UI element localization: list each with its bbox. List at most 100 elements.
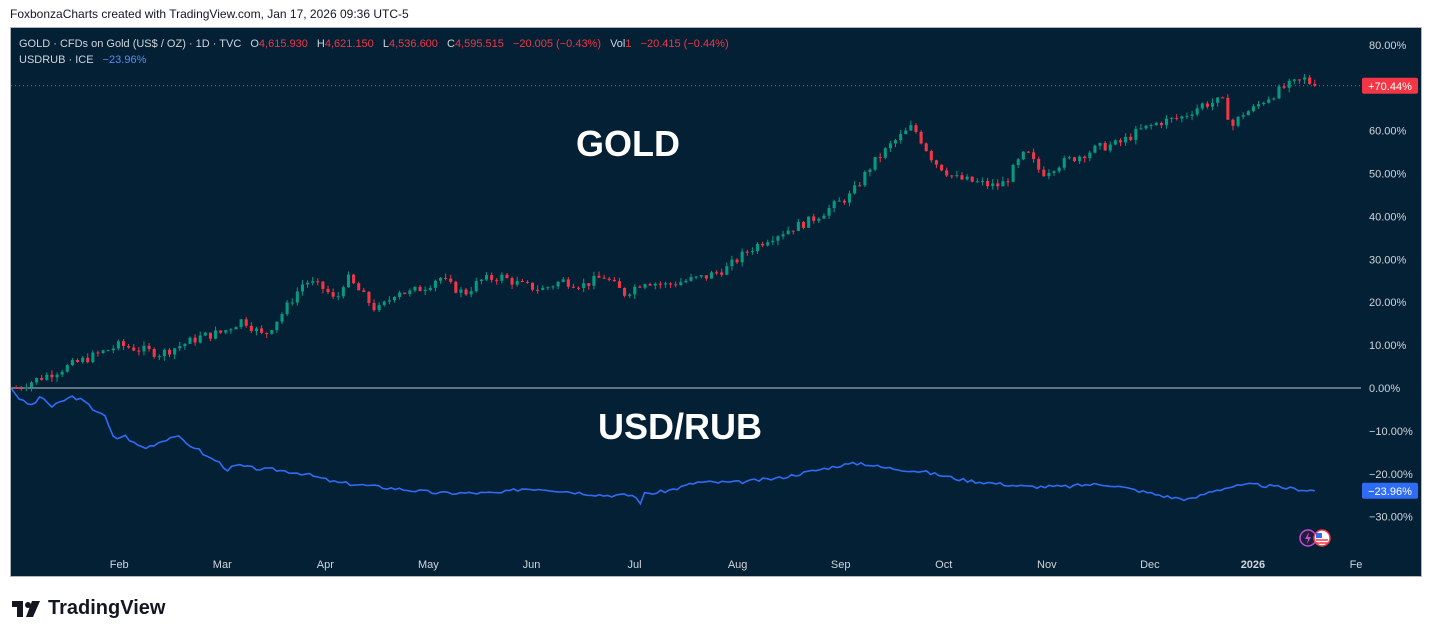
gold-candle bbox=[479, 279, 483, 282]
gold-candle bbox=[894, 140, 898, 144]
gold-candle bbox=[950, 175, 954, 177]
gold-candle bbox=[1103, 142, 1107, 151]
gold-candle bbox=[300, 284, 304, 292]
gold-candle bbox=[888, 143, 892, 149]
gold-candle bbox=[730, 259, 734, 267]
gold-candle bbox=[929, 151, 933, 161]
gold-candle bbox=[413, 286, 417, 291]
gold-candle bbox=[1047, 172, 1051, 177]
gold-candle bbox=[316, 281, 320, 283]
tradingview-brand[interactable]: TradingView bbox=[12, 597, 165, 620]
gold-candle bbox=[249, 325, 253, 332]
gold-candle bbox=[444, 278, 448, 280]
chart-area[interactable]: 80.00%70.00%60.00%50.00%40.00%30.00%20.0… bbox=[10, 27, 1422, 577]
gold-candle bbox=[147, 345, 151, 349]
gold-candle bbox=[162, 349, 166, 357]
gold-candle bbox=[858, 185, 862, 187]
gold-candle bbox=[648, 284, 652, 286]
gold-candle bbox=[35, 378, 39, 383]
gold-candle bbox=[899, 134, 903, 141]
gold-candle bbox=[50, 374, 54, 378]
gold-candle bbox=[454, 281, 458, 293]
gold-candle bbox=[1042, 169, 1046, 177]
gold-candle bbox=[214, 330, 218, 339]
x-tick-label: Nov bbox=[1037, 559, 1057, 571]
gold-candle bbox=[878, 157, 882, 159]
gold-candle bbox=[1154, 122, 1158, 126]
chart-credit: FoxbonzaCharts created with TradingView.… bbox=[10, 7, 409, 21]
gold-candle bbox=[1200, 103, 1204, 109]
gold-candle bbox=[750, 251, 754, 253]
x-tick-label: Mar bbox=[213, 559, 232, 571]
gold-badge-text: +70.44% bbox=[1368, 81, 1412, 93]
gold-candle bbox=[796, 221, 800, 232]
gold-candle bbox=[1098, 142, 1102, 146]
gold-candle bbox=[571, 286, 575, 288]
gold-candle bbox=[1313, 83, 1317, 86]
gold-candle bbox=[551, 286, 555, 288]
x-tick-label: Aug bbox=[728, 559, 748, 571]
gold-candle bbox=[295, 291, 299, 303]
main-legend-row[interactable]: GOLD · CFDs on Gold (US$ / OZ) · 1D · TV… bbox=[19, 36, 729, 52]
y-tick-label: 60.00% bbox=[1369, 126, 1407, 138]
gold-candle bbox=[484, 275, 489, 280]
gold-candle bbox=[285, 302, 289, 314]
gold-candle bbox=[853, 185, 857, 194]
gold-candle bbox=[612, 279, 616, 282]
gold-candle bbox=[331, 292, 335, 297]
volume-change: −20.415 (−0.44%) bbox=[640, 38, 729, 50]
gold-candle bbox=[597, 275, 601, 278]
low-value: 4,536.600 bbox=[388, 38, 438, 50]
y-tick-label: 50.00% bbox=[1369, 169, 1407, 181]
gold-candle bbox=[193, 337, 197, 343]
grid-layer bbox=[11, 85, 1361, 389]
gold-candle bbox=[1308, 77, 1312, 84]
x-tick-label: Feb bbox=[110, 559, 129, 571]
usdrub-line bbox=[11, 387, 1315, 506]
gold-candle bbox=[679, 282, 683, 286]
gold-candle bbox=[1016, 159, 1020, 165]
gold-candle bbox=[1149, 125, 1153, 127]
gold-candle bbox=[19, 388, 23, 390]
gold-candle bbox=[137, 350, 141, 352]
gold-candle bbox=[111, 348, 115, 351]
gold-candle bbox=[1134, 128, 1138, 140]
x-tick-label: Oct bbox=[935, 559, 952, 571]
gold-candle bbox=[75, 360, 80, 363]
gold-candle bbox=[45, 374, 49, 380]
x-tick-label: May bbox=[418, 559, 439, 571]
gold-candle bbox=[495, 279, 499, 281]
gold-candle bbox=[755, 243, 760, 252]
gold-candle bbox=[1303, 77, 1307, 80]
gold-candle bbox=[1251, 106, 1255, 112]
x-tick-label: Fe bbox=[1350, 559, 1363, 571]
gold-candle bbox=[101, 350, 105, 353]
compare-legend-row[interactable]: USDRUB · ICE −23.96% bbox=[19, 52, 729, 68]
x-tick-label: Sep bbox=[831, 559, 851, 571]
y-tick-label: 40.00% bbox=[1369, 211, 1407, 223]
gold-candle bbox=[607, 278, 611, 280]
gold-candle bbox=[817, 218, 821, 221]
gold-candle bbox=[791, 230, 795, 232]
gold-candle bbox=[812, 216, 816, 221]
gold-candle bbox=[377, 305, 381, 311]
gold-candle bbox=[505, 274, 509, 279]
event-icons[interactable] bbox=[1299, 529, 1331, 547]
gold-candle bbox=[121, 341, 126, 347]
gold-candle bbox=[515, 280, 519, 285]
usdrub-badge-text: −23.96% bbox=[1368, 486, 1412, 498]
gold-candle bbox=[822, 215, 826, 219]
gold-candle bbox=[24, 387, 28, 389]
gold-candle bbox=[663, 283, 667, 285]
compare-symbol: USDRUB · ICE bbox=[19, 54, 94, 66]
gold-candle bbox=[781, 234, 785, 237]
gold-candle bbox=[643, 284, 647, 288]
gold-candle bbox=[1062, 158, 1066, 168]
gold-candle bbox=[1272, 98, 1276, 100]
price-chart[interactable]: 80.00%70.00%60.00%50.00%40.00%30.00%20.0… bbox=[11, 28, 1423, 578]
gold-candle bbox=[1170, 117, 1174, 119]
gold-candle bbox=[1164, 118, 1169, 126]
gold-candle bbox=[1011, 164, 1015, 182]
gold-candle bbox=[449, 278, 453, 282]
gold-candle bbox=[587, 283, 591, 286]
